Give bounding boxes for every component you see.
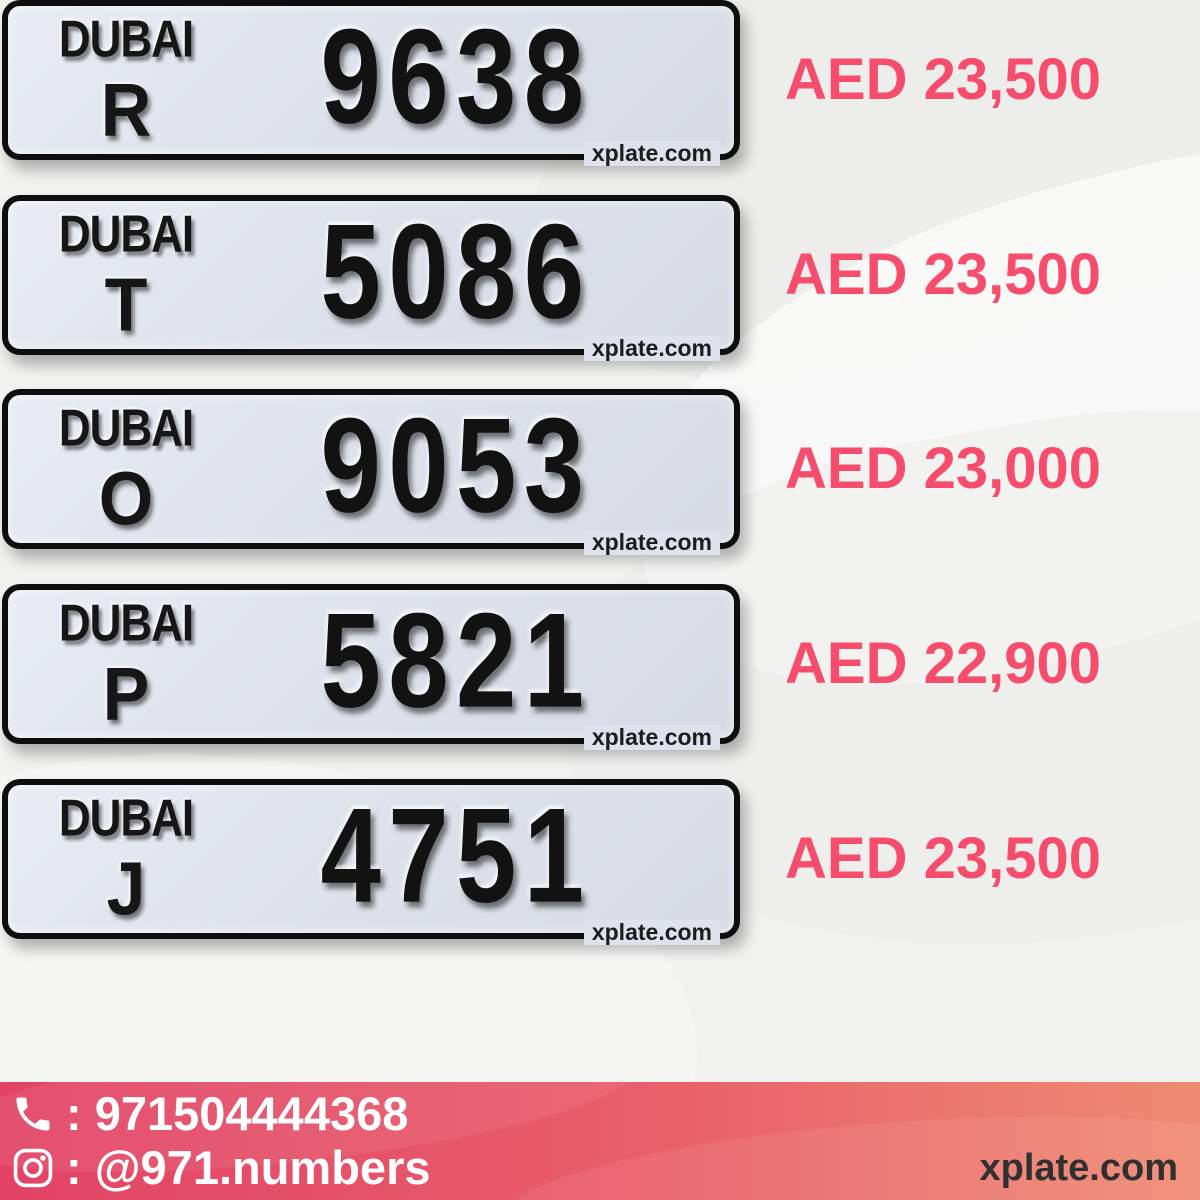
listing-row: DUBAI O 9053 xplate.com AED 23,000 [0,389,1200,555]
instagram-contact-row: : @971.numbers [10,1144,431,1191]
instagram-icon [10,1145,56,1191]
plate-number: 9053 [320,390,592,542]
dubai-logo: DUBAI [58,205,194,264]
phone-icon [10,1091,56,1137]
license-plate: DUBAI R 9638 xplate.com [2,0,740,166]
dubai-logo: DUBAI [58,10,194,69]
listing-row: DUBAI J 4751 xplate.com AED 23,500 [0,779,1200,945]
plate-number: 4751 [320,780,592,932]
plate-left-column: DUBAI J [36,789,216,926]
plate-letter-code: P [102,651,150,736]
license-plate: DUBAI P 5821 xplate.com [2,584,740,750]
phone-number-label: : 971504444368 [66,1087,409,1140]
license-plate: DUBAI J 4751 xplate.com [2,779,740,945]
plate-left-column: DUBAI O [36,399,216,536]
price-label: AED 23,500 [785,825,1101,891]
listing-row: DUBAI T 5086 xplate.com AED 23,500 [0,195,1200,361]
license-plate: DUBAI O 9053 xplate.com [2,389,740,555]
plate-number: 5821 [320,585,592,737]
xplate-watermark: xplate.com [583,724,720,750]
dubai-logo: DUBAI [58,594,194,653]
instagram-handle-label: : @971.numbers [66,1141,431,1194]
xplate-watermark: xplate.com [583,335,720,361]
plate-letter-code: T [104,262,148,347]
plate-left-column: DUBAI P [36,594,216,731]
plate-letter-code: R [100,67,152,152]
plate-left-column: DUBAI T [36,205,216,342]
xplate-watermark: xplate.com [583,919,720,945]
plate-left-column: DUBAI R [36,10,216,147]
phone-contact-row: : 971504444368 [10,1090,408,1137]
dubai-logo: DUBAI [58,789,194,848]
price-label: AED 23,500 [785,46,1101,112]
price-label: AED 23,500 [785,241,1101,307]
price-label: AED 22,900 [785,630,1101,696]
price-label: AED 23,000 [785,435,1101,501]
plate-letter-code: O [98,456,154,541]
listing-row: DUBAI P 5821 xplate.com AED 22,900 [0,584,1200,750]
xplate-watermark: xplate.com [583,140,720,166]
xplate-watermark: xplate.com [583,529,720,555]
footer-contact-bar: : 971504444368 : @971.numbers xplate.com [0,1082,1200,1200]
plate-number: 5086 [320,196,592,348]
dubai-logo: DUBAI [58,399,194,458]
footer-brand-label: xplate.com [979,1147,1178,1189]
plate-letter-code: J [106,846,146,931]
listing-row: DUBAI R 9638 xplate.com AED 23,500 [0,0,1200,166]
plate-number: 9638 [320,1,592,153]
license-plate: DUBAI T 5086 xplate.com [2,195,740,361]
